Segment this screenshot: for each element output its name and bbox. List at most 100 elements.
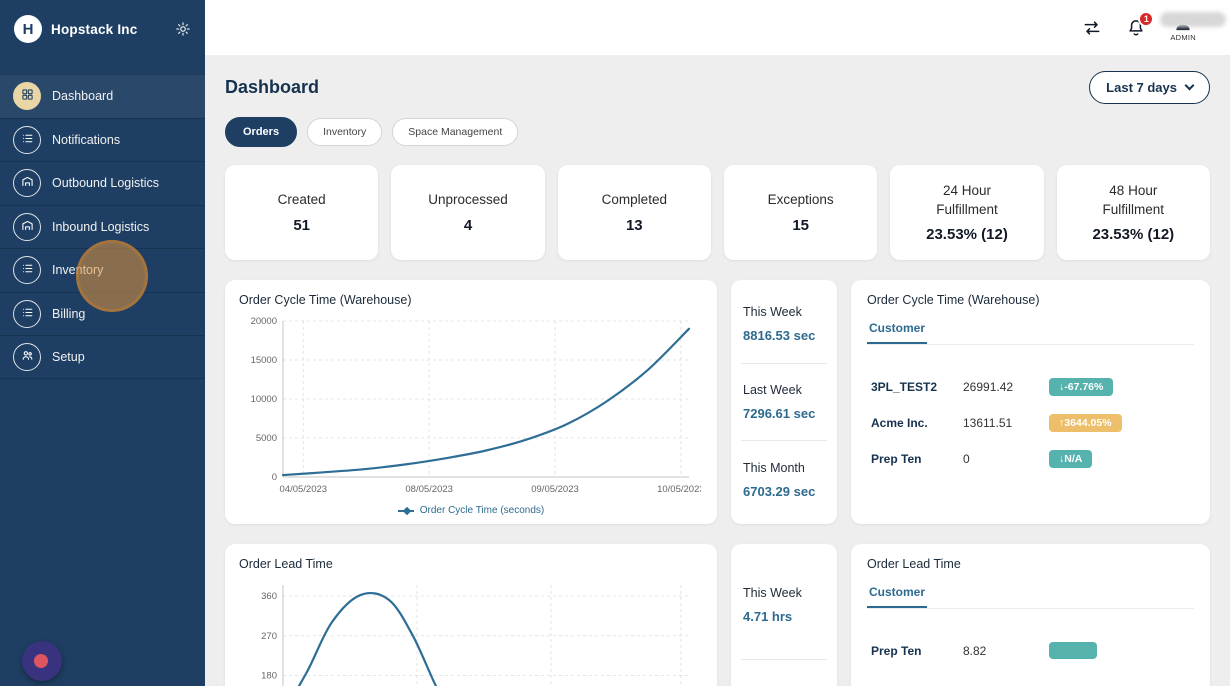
table-header-cell	[1045, 613, 1194, 633]
sidebar-item-dashboard[interactable]: Dashboard	[0, 74, 205, 118]
stats-row: Created 51 Unprocessed 4 Completed 13 Ex…	[225, 165, 1210, 260]
sidebar-item-notifications[interactable]: Notifications	[0, 117, 205, 162]
stat-card-24-hour-fulfillment: 24 Hour Fulfillment 23.53% (12)	[890, 165, 1044, 260]
stat-label: Created	[277, 192, 326, 208]
stat-card-exceptions: Exceptions 15	[723, 165, 878, 260]
table-header-cell	[867, 349, 959, 369]
sidebar-item-label: Inbound Logistics	[52, 219, 150, 234]
dashboard-filter-tabs: Orders Inventory Space Management	[225, 117, 1210, 147]
filter-tab-orders[interactable]: Orders	[225, 117, 298, 147]
list-icon	[21, 306, 34, 322]
lead-summary-card: This Week 4.71 hrs Last Week	[731, 544, 837, 686]
stat-card-completed: Completed 13	[557, 165, 711, 260]
filter-tab-inventory[interactable]: Inventory	[307, 118, 383, 146]
notification-count-badge: 1	[1138, 10, 1155, 27]
tab-customer[interactable]: Customer	[867, 321, 928, 344]
lead-time-table: Prep Ten 8.82	[867, 613, 1194, 668]
sidebar-item-label: Outbound Logistics	[52, 176, 160, 191]
svg-text:04/05/2023: 04/05/2023	[280, 484, 328, 495]
cycle-time-line-chart: 0 5000 10000 15000 20000 04/05/2023 08/05/2023…	[251, 316, 701, 495]
sidebar: H Hopstack Inc Dashboard Notifications O…	[0, 0, 205, 686]
summary-label: This Week	[743, 585, 802, 600]
page-content: Dashboard Last 7 days Orders Inventory S…	[205, 55, 1230, 686]
menu-icon-circle	[13, 125, 41, 154]
filter-tab-label: Space Management	[408, 126, 503, 138]
table-row: Prep Ten 8.82	[867, 633, 1194, 668]
date-range-dropdown[interactable]: Last 7 days	[1089, 70, 1210, 104]
sidebar-item-setup[interactable]: Setup	[0, 335, 205, 379]
svg-text:09/05/2023: 09/05/2023	[531, 484, 579, 495]
status-badge	[1049, 642, 1097, 659]
svg-text:08/05/2023: 08/05/2023	[405, 484, 453, 495]
filter-tab-label: Orders	[243, 126, 280, 138]
click-indicator-overlay	[76, 240, 148, 312]
lead-chart-title: Order Lead Time	[239, 557, 333, 571]
cycle-chart-legend: Order Cycle Time (seconds)	[239, 505, 703, 516]
summary-item: This Month 6703.29 sec	[741, 441, 827, 518]
table-header-cell	[959, 613, 1045, 633]
sidebar-item-inbound-logistics[interactable]: Inbound Logistics	[0, 204, 205, 249]
sidebar-item-label: Notifications	[52, 132, 121, 147]
filter-tab-label: Inventory	[323, 126, 367, 138]
cycle-summary-card: This Week 8816.53 sec Last Week 7296.61 …	[731, 280, 837, 524]
filter-tab-space-management[interactable]: Space Management	[392, 118, 519, 146]
stat-value: 23.53% (12)	[1092, 225, 1175, 243]
svg-text:20000: 20000	[251, 316, 277, 327]
chevron-down-icon	[1184, 80, 1195, 91]
status-badge: ↑3644.05%	[1049, 414, 1122, 432]
lead-time-chart-card: Order Lead Time 090180270360	[225, 544, 717, 686]
cycle-chart-title: Order Cycle Time (Warehouse)	[239, 293, 412, 307]
lead-time-table-card: Order Lead Time Customer Prep Ten 8.82	[851, 544, 1210, 686]
summary-label: This Month	[743, 460, 805, 475]
customer-name-cell: 3PL_TEST2	[871, 380, 938, 394]
summary-value: 4.71 hrs	[743, 608, 793, 624]
page-header: Dashboard Last 7 days	[225, 69, 1210, 105]
notifications-bell-icon[interactable]: 1	[1126, 10, 1155, 38]
list-icon	[21, 262, 34, 278]
summary-item: This Week 8816.53 sec	[741, 286, 827, 364]
lead-time-row: Order Lead Time 090180270360 This Week 4…	[225, 544, 1210, 686]
stat-value: 4	[463, 216, 473, 234]
svg-text:270: 270	[261, 631, 277, 642]
stat-card-48-hour-fulfillment: 48 Hour Fulfillment 23.53% (12)	[1056, 165, 1210, 260]
svg-text:0: 0	[272, 472, 277, 483]
chat-widget-button[interactable]	[22, 641, 62, 681]
lead-panel-tabs: Customer	[867, 583, 1194, 609]
svg-text:15000: 15000	[251, 355, 277, 366]
stat-label: Exceptions	[767, 192, 834, 208]
date-range-label: Last 7 days	[1106, 79, 1177, 95]
table-header-cell	[1045, 349, 1194, 369]
customer-name-cell: Prep Ten	[871, 643, 922, 658]
legend-marker-icon	[397, 509, 414, 512]
sidebar-menu: Dashboard Notifications Outbound Logisti…	[0, 74, 205, 379]
sidebar-item-outbound-logistics[interactable]: Outbound Logistics	[0, 161, 205, 205]
summary-item: Last Week	[741, 660, 827, 686]
svg-text:180: 180	[261, 671, 277, 682]
stat-value: 15	[792, 216, 809, 234]
topbar: 1 ADMIN	[205, 0, 1230, 55]
settings-gear-icon[interactable]	[175, 21, 191, 37]
cycle-time-row: Order Cycle Time (Warehouse) 0 5000 10000 1…	[225, 280, 1210, 524]
summary-value: 8816.53 sec	[743, 328, 816, 344]
admin-label: ADMIN	[1170, 33, 1196, 42]
sidebar-item-label: Dashboard	[52, 89, 114, 104]
sync-arrows-icon[interactable]	[1082, 18, 1102, 38]
customer-name-cell: Acme Inc.	[871, 416, 928, 430]
sidebar-item-label: Setup	[52, 349, 85, 364]
stat-value: 51	[293, 216, 310, 234]
svg-text:10/05/2023: 10/05/2023	[657, 484, 701, 495]
brand-name: Hopstack Inc	[51, 21, 138, 37]
menu-icon-circle	[13, 342, 41, 371]
status-badge: ↓-67.76%	[1049, 378, 1114, 396]
table-header-cell	[959, 349, 1045, 369]
svg-text:10000: 10000	[251, 394, 277, 405]
summary-value: 7296.61 sec	[743, 406, 816, 421]
lead-time-line-chart: 090180270360	[261, 585, 689, 686]
building-icon	[21, 175, 34, 191]
hrs-cell: 8.82	[963, 643, 987, 658]
dashboard-icon	[21, 88, 34, 104]
menu-icon-circle	[13, 299, 41, 328]
tab-customer[interactable]: Customer	[867, 585, 928, 608]
table-row: 3PL_TEST2 26991.42 ↓-67.76%	[867, 369, 1194, 405]
